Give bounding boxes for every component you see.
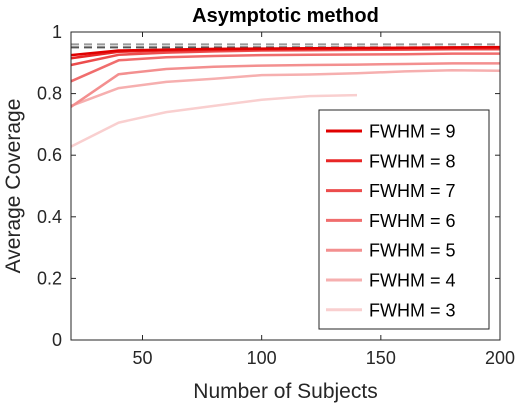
legend-label: FWHM = 7 [369,181,456,201]
y-tick-label: 1 [52,22,62,42]
chart-title: Asymptotic method [192,5,379,27]
x-tick-label: 100 [247,348,277,368]
legend-label: FWHM = 4 [369,271,456,291]
y-tick-label: 0 [52,330,62,350]
legend: FWHM = 9 FWHM = 8 FWHM = 7 FWHM = 6 FWHM = 5… [318,109,490,330]
legend-label: FWHM = 5 [369,241,456,261]
x-axis-ticks: 50 100 150 200 [132,32,515,368]
y-tick-label: 0.4 [37,207,62,227]
legend-label: FWHM = 9 [369,122,456,142]
y-tick-label: 0.8 [37,84,62,104]
series-line [70,68,501,108]
series-lines [70,45,501,148]
legend-label: FWHM = 6 [369,211,456,231]
y-tick-label: 0.2 [37,268,62,288]
legend-label: FWHM = 8 [369,151,456,171]
legend-label: FWHM = 3 [369,300,456,320]
series-line [70,93,358,148]
series-line [70,45,501,57]
y-axis-ticks: 0 0.2 0.4 0.6 0.8 1 [37,22,500,350]
x-tick-label: 150 [366,348,396,368]
axes-box [70,31,501,341]
x-axis-label: Number of Subjects [193,380,377,403]
x-tick-label: 50 [132,348,152,368]
series-line [70,62,500,108]
x-tick-label: 200 [485,348,515,368]
series-line [70,52,500,83]
y-tick-label: 0.6 [37,145,62,165]
y-axis-label: Average Coverage [2,99,25,274]
